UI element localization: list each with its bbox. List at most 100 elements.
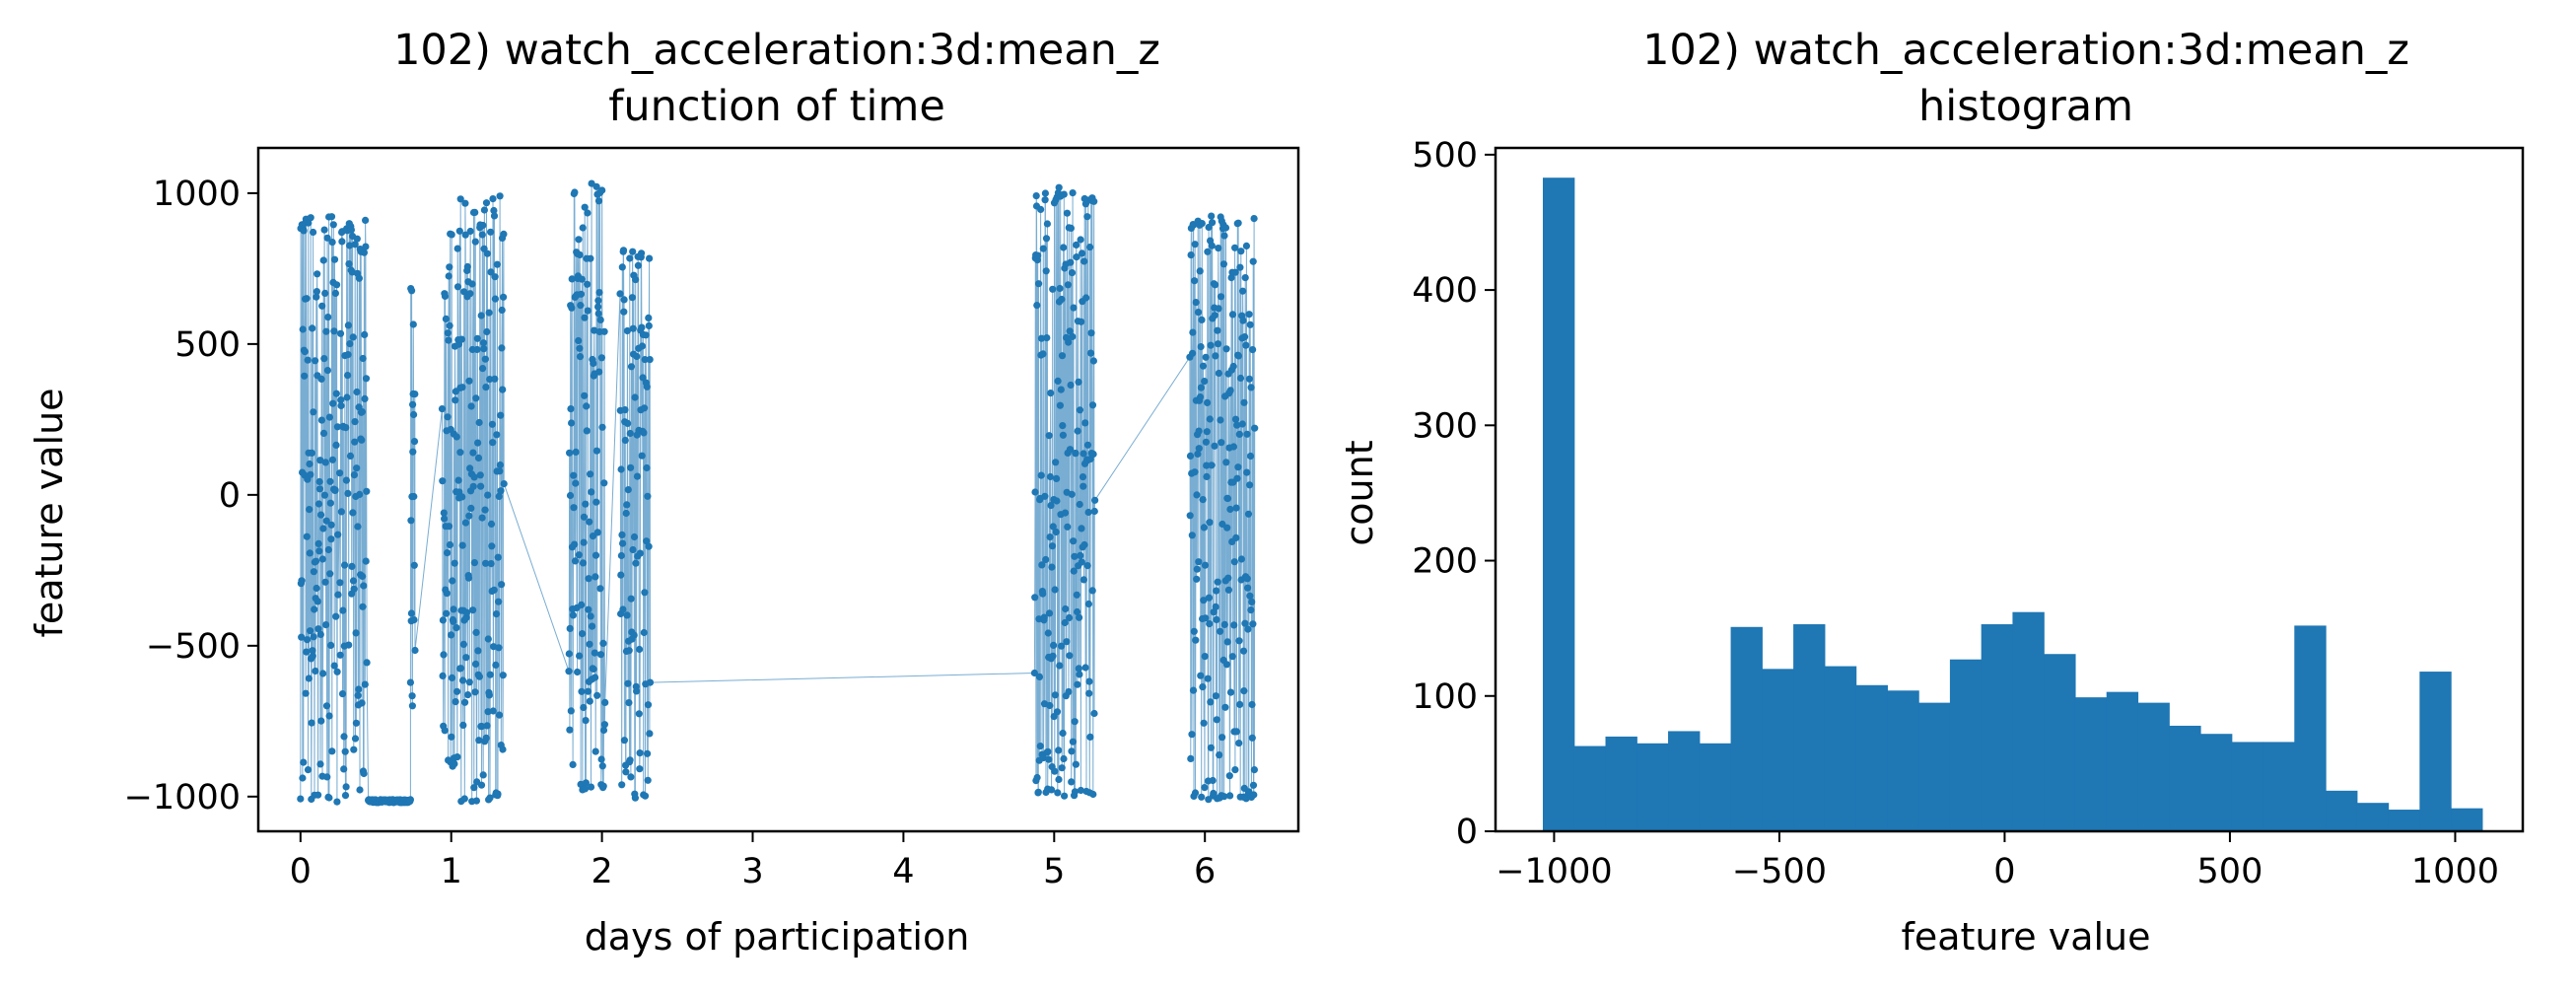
data-point (322, 702, 331, 710)
x-tick-label: −500 (1732, 852, 1827, 891)
data-point (491, 295, 499, 303)
data-point (1207, 341, 1215, 349)
data-point (1221, 703, 1229, 711)
data-point (1189, 349, 1197, 357)
data-point (1069, 738, 1077, 746)
series-line (300, 183, 1256, 805)
data-point (361, 330, 369, 338)
data-point (1079, 576, 1087, 584)
data-point (1081, 419, 1089, 427)
data-point (581, 785, 590, 793)
data-point (1082, 294, 1090, 302)
data-point (1250, 215, 1258, 223)
data-point (463, 262, 471, 271)
data-point (1056, 401, 1064, 409)
data-point (590, 359, 597, 368)
data-point (448, 631, 455, 639)
data-point (487, 228, 495, 236)
data-point (334, 591, 342, 599)
data-point (313, 598, 321, 605)
data-point (498, 344, 506, 352)
data-point (1227, 274, 1235, 282)
data-point (1207, 744, 1215, 751)
data-point (586, 697, 593, 705)
data-point (492, 610, 501, 618)
data-point (1201, 784, 1209, 792)
time-series-y-axis: −1000 −500 0 500 1000 (124, 175, 258, 817)
data-point (1064, 523, 1072, 531)
data-point (600, 327, 608, 335)
data-point (491, 375, 499, 383)
data-point (1191, 468, 1199, 476)
data-point (1055, 183, 1063, 191)
histogram-panel: 102) watch_acceleration:3d:mean_z histog… (1338, 26, 2525, 958)
data-point (1228, 653, 1236, 661)
data-point (1207, 698, 1215, 706)
data-point (1090, 197, 1098, 205)
data-point (301, 348, 309, 356)
data-point (1067, 224, 1075, 232)
data-point (479, 221, 487, 230)
data-point (442, 315, 450, 322)
histogram-plot-frame (1494, 146, 2525, 833)
data-point (472, 628, 480, 637)
data-point (487, 560, 495, 568)
data-point (1056, 662, 1064, 670)
data-point (352, 629, 360, 637)
data-point (482, 734, 490, 743)
x-tick-label: 1000 (2411, 852, 2499, 891)
data-point (1231, 415, 1240, 423)
data-point (619, 605, 627, 613)
data-point (620, 308, 628, 316)
data-point (356, 490, 364, 498)
data-point (1217, 416, 1224, 424)
data-point (1089, 450, 1097, 459)
data-point (333, 423, 341, 431)
data-point (1055, 746, 1063, 754)
data-point (643, 463, 651, 472)
data-point (299, 774, 307, 782)
data-point (1193, 575, 1201, 583)
data-point (475, 418, 483, 427)
data-point (309, 647, 316, 655)
data-point (644, 776, 652, 784)
data-point (331, 289, 339, 297)
data-point (297, 795, 305, 803)
data-point (618, 263, 626, 271)
data-point (493, 431, 501, 439)
data-point (591, 326, 598, 334)
data-point (306, 549, 313, 557)
data-point (455, 227, 463, 235)
histogram-bar (1542, 178, 1575, 831)
data-point (1048, 542, 1057, 550)
data-point (490, 212, 499, 220)
data-point (1189, 328, 1197, 336)
data-point (1203, 428, 1211, 436)
data-point (1051, 691, 1059, 699)
data-point (580, 703, 588, 712)
x-tick-label: −1000 (1496, 852, 1612, 891)
data-point (1191, 789, 1200, 797)
data-point (333, 668, 341, 675)
data-point (586, 518, 593, 526)
data-point (453, 687, 461, 695)
data-point (363, 659, 371, 667)
histogram-bar (1949, 659, 1983, 831)
data-point (1243, 430, 1251, 438)
x-tick-label: 0 (1993, 852, 2015, 891)
data-point (627, 595, 635, 603)
data-point (445, 523, 453, 531)
histogram-bar (1730, 626, 1763, 831)
data-point (1243, 575, 1251, 583)
data-point (480, 206, 488, 214)
data-point (1066, 327, 1074, 335)
data-point (487, 268, 495, 276)
data-point (566, 449, 574, 457)
data-point (571, 540, 579, 548)
data-point (1212, 603, 1219, 611)
data-point (458, 541, 466, 549)
data-point (1037, 205, 1045, 213)
data-point (1224, 574, 1232, 582)
data-point (1078, 318, 1085, 325)
data-point (298, 577, 306, 585)
